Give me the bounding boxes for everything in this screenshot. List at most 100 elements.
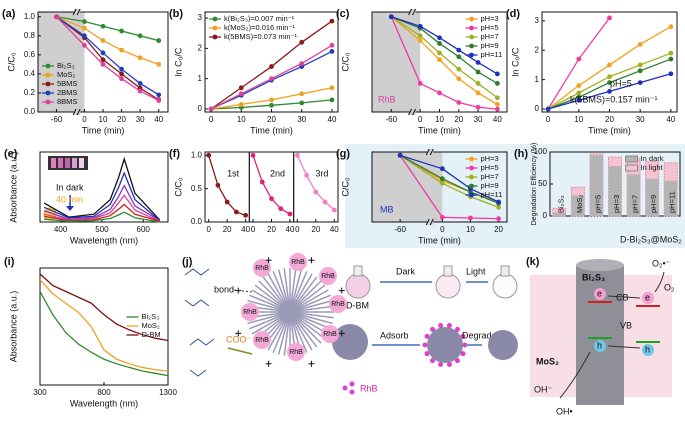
legend-label: pH=3 [481, 154, 499, 163]
electron [642, 292, 654, 304]
fiber [289, 311, 333, 325]
data-point [119, 28, 124, 34]
fiber [289, 276, 318, 313]
data-point [607, 74, 612, 80]
series-line [399, 154, 499, 203]
panel-label: (b) [169, 8, 183, 20]
vial [72, 158, 77, 168]
series-line [39, 291, 169, 377]
legend-label: pH=11 [481, 50, 503, 59]
dye-dot [342, 385, 348, 391]
data-point [238, 91, 244, 97]
vial [51, 158, 56, 168]
x-tick-label: 20 [605, 115, 614, 124]
data-point [100, 57, 106, 63]
fiber [258, 280, 291, 313]
data-point [215, 182, 221, 188]
fiber [289, 311, 334, 319]
x-tick-label: 0 [295, 225, 300, 234]
axis-break-gap [427, 149, 434, 155]
data-point [494, 81, 500, 86]
data-point [417, 23, 423, 29]
legend-marker [212, 34, 218, 40]
data-point [468, 215, 473, 221]
fiber [267, 311, 291, 351]
panel-label: (k) [526, 256, 540, 268]
x-tick-label: 0 [546, 115, 551, 124]
y-axis-label: ln C₀/C [510, 47, 520, 76]
fiber [254, 284, 291, 313]
data-point [494, 71, 500, 77]
y-tick-label: 2 [198, 43, 203, 52]
plot-frame [39, 151, 169, 223]
data-point [269, 97, 274, 103]
series-line [56, 16, 159, 65]
series-line [56, 16, 159, 42]
step-label: Light [466, 266, 486, 276]
panel-label: (d) [506, 8, 520, 20]
data-point [119, 66, 124, 72]
y-axis-label: C/C₀ [6, 52, 16, 71]
step-label: Degrade [462, 330, 497, 340]
y-tick-label: 1.0 [191, 150, 203, 159]
charge-sign [338, 287, 345, 294]
legend-marker [469, 156, 474, 162]
series-line [39, 279, 169, 372]
dye-badge [287, 343, 305, 361]
data-point [439, 180, 445, 186]
x-tick-label: 10 [574, 115, 583, 124]
x-tick-label: 20 [267, 225, 276, 234]
series-line [44, 211, 160, 223]
reaction-arrow [559, 351, 591, 399]
legend-marker [469, 34, 474, 40]
data-point [494, 95, 500, 101]
y-tick-label: 0.4 [24, 69, 36, 78]
data-point [82, 19, 87, 24]
bar [664, 180, 678, 216]
dye-dot [349, 381, 355, 387]
molecule-icon [184, 268, 210, 307]
fiber [289, 311, 313, 351]
series-line [208, 155, 246, 216]
data-point [234, 209, 239, 215]
dye-tag: RhB [243, 309, 257, 316]
charge-sign [235, 287, 242, 294]
data-point [238, 85, 244, 91]
shaded-region [372, 152, 443, 222]
x-tick-label: 30 [636, 115, 645, 124]
y-tick-label: 3 [198, 13, 203, 22]
data-point [119, 71, 124, 77]
axis-break [72, 8, 81, 16]
flask-neck [353, 265, 363, 277]
legend-marker [469, 16, 474, 22]
y-tick-label: 0.0 [24, 107, 36, 116]
electron-label: e [597, 288, 602, 298]
fiber [283, 311, 291, 356]
dye-dot [349, 389, 355, 395]
dye-tag: RhB [331, 301, 345, 308]
panel-label: (f) [169, 148, 180, 160]
y-tick-label: 1 [198, 74, 203, 83]
data-point [637, 68, 643, 74]
vial [79, 158, 84, 168]
data-point [156, 92, 162, 98]
hole [594, 340, 606, 352]
charge-sign [308, 360, 315, 367]
legend-marker [469, 165, 474, 171]
x-category-label: pH=3 [612, 195, 621, 213]
data-point [269, 196, 274, 202]
dye-tag: RhB [255, 265, 269, 272]
fiber [277, 269, 291, 313]
legend-label: pH=5 [481, 23, 499, 32]
data-point [576, 56, 582, 62]
data-point [496, 216, 501, 222]
annotation: MB [380, 204, 394, 214]
charge-sign [235, 330, 242, 337]
legend-marker [469, 43, 474, 49]
x-category-label: pH=11 [668, 191, 677, 213]
hole-label: h [597, 340, 602, 350]
fiber [289, 311, 322, 344]
y-tick-label: 2 [535, 45, 540, 54]
x-category-label: pH=9 [649, 195, 658, 213]
data-point [417, 81, 423, 86]
